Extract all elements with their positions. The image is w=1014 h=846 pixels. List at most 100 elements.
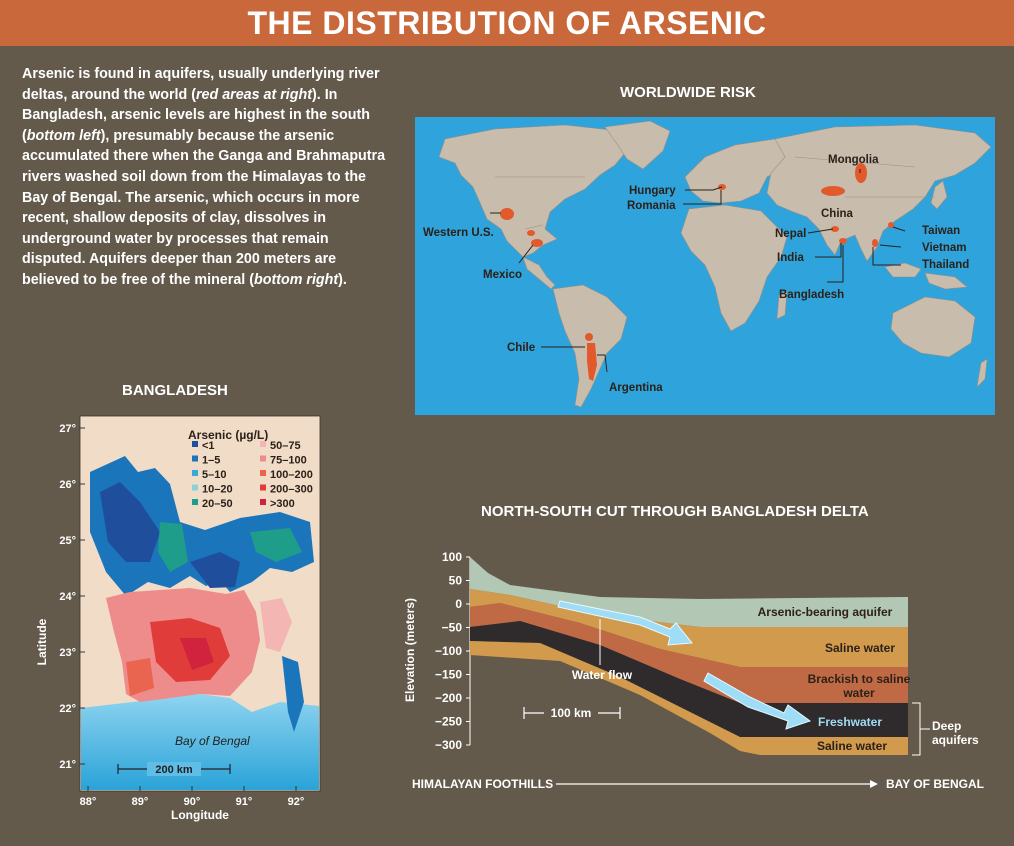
label-argentina: Argentina bbox=[609, 382, 663, 394]
deep-aquifers-label: Deep aquifers bbox=[932, 719, 979, 747]
label-western-us: Western U.S. bbox=[423, 227, 494, 239]
region-south-dark-red bbox=[180, 638, 214, 670]
legend-swatch bbox=[192, 470, 198, 476]
region-chittagong bbox=[260, 598, 292, 652]
label-mongolia: Mongolia bbox=[828, 154, 879, 166]
risk-mexico-2 bbox=[527, 230, 535, 236]
risk-western-us bbox=[500, 208, 514, 220]
legend-swatch bbox=[260, 499, 266, 505]
ns-arrow-icon bbox=[870, 780, 878, 788]
lat-tick-label: 27° bbox=[59, 423, 76, 435]
region-green bbox=[158, 522, 188, 572]
legend-title: Arsenic (µg/L) bbox=[188, 428, 268, 442]
legend-label: <1 bbox=[202, 440, 215, 452]
label-mexico: Mexico bbox=[483, 269, 522, 281]
risk-mexico bbox=[531, 239, 543, 247]
legend-swatch bbox=[192, 455, 198, 462]
x-axis-label: Longitude bbox=[171, 808, 229, 822]
legend-label: 100–200 bbox=[270, 469, 313, 481]
lat-tick-label: 21° bbox=[59, 759, 76, 771]
cut-title: NORTH-SOUTH CUT THROUGH BANGLADESH DELTA bbox=[481, 503, 869, 520]
y-tick-label: 100 bbox=[442, 550, 462, 564]
label-romania: Romania bbox=[627, 200, 676, 212]
legend: <1 50–75 1–5 75–100 5–10 100–200 10–20 200–300 2… bbox=[192, 440, 313, 510]
risk-taiwan bbox=[888, 222, 894, 228]
page-title: THE DISTRIBUTION OF ARSENIC bbox=[247, 4, 767, 41]
legend-swatch bbox=[260, 484, 266, 491]
legend-label: 10–20 bbox=[202, 484, 233, 496]
intro-em-3: bottom right bbox=[253, 271, 339, 288]
bangladesh-map: Arsenic (µg/L) <1 50–75 1–5 75–100 5–10 100–2… bbox=[35, 415, 321, 822]
intro-text-2: ). In Bangladesh, arsenic levels are hig… bbox=[22, 86, 370, 144]
label-nepal: Nepal bbox=[775, 228, 806, 240]
label-deep-saline: Saline water bbox=[817, 739, 887, 753]
cut-scale-label: 100 km bbox=[551, 706, 592, 720]
intro-text-1: Arsenic is found in aquifers, usually un… bbox=[22, 66, 380, 103]
label-india: India bbox=[777, 252, 804, 264]
risk-mongolia-2 bbox=[855, 163, 867, 183]
y-tick-label: −100 bbox=[435, 644, 462, 658]
world-map: Mongolia Hungary Romania China Western U… bbox=[415, 117, 995, 415]
y-tick-label: 0 bbox=[455, 597, 462, 611]
water-flow-label: Water flow bbox=[572, 668, 633, 682]
bangladesh-title: BANGLADESH bbox=[122, 382, 228, 399]
flow-arrow-lower bbox=[703, 672, 812, 730]
label-chile: Chile bbox=[507, 342, 535, 354]
borders bbox=[495, 156, 935, 230]
layer-deep-saline bbox=[470, 641, 908, 755]
intro-text-3: ), presumably because the arsenic accumu… bbox=[22, 127, 386, 288]
label-china: China bbox=[821, 208, 854, 220]
legend-swatch bbox=[192, 499, 198, 505]
flow-arrow-upper bbox=[557, 600, 693, 646]
risk-chile bbox=[585, 333, 593, 341]
y-tick-label: 50 bbox=[449, 574, 463, 588]
y-tick-label: −250 bbox=[435, 715, 462, 729]
risk-areas bbox=[500, 163, 894, 381]
label-thailand: Thailand bbox=[922, 259, 969, 271]
label-brackish-wrap: Brackish to saline water bbox=[808, 672, 911, 700]
bay-label: Bay of Bengal bbox=[175, 734, 250, 748]
legend-swatch bbox=[192, 484, 198, 491]
lon-tick-label: 90° bbox=[184, 796, 201, 808]
legend-swatch bbox=[192, 441, 198, 447]
legend-label: 1–5 bbox=[202, 455, 220, 467]
risk-vietnam bbox=[872, 239, 878, 247]
risk-nepal bbox=[831, 226, 839, 232]
layer-brackish bbox=[470, 603, 908, 703]
label-bangladesh: Bangladesh bbox=[779, 289, 844, 301]
label-freshwater: Freshwater bbox=[818, 715, 882, 729]
y-tick-label: −150 bbox=[435, 668, 462, 682]
intro-paragraph: Arsenic is found in aquifers, usually un… bbox=[22, 64, 387, 291]
lat-tick-label: 26° bbox=[59, 479, 76, 491]
longitude-ticks: 88° 89° 90° 91° 92° bbox=[80, 786, 304, 808]
bd-scale-label: 200 km bbox=[155, 764, 193, 776]
y-axis-label: Latitude bbox=[35, 618, 49, 665]
legend-label: 5–10 bbox=[202, 469, 226, 481]
legend-label: 50–75 bbox=[270, 440, 301, 452]
cut-ylabel: Elevation (meters) bbox=[403, 598, 417, 702]
lat-tick-label: 24° bbox=[59, 591, 76, 603]
y-ticks: 100 50 0 −50 −100 −150 −200 −250 −300 bbox=[435, 550, 470, 752]
world-labels: Mongolia Hungary Romania China Western U… bbox=[423, 154, 969, 394]
lat-tick-label: 22° bbox=[59, 703, 76, 715]
legend-label: 20–50 bbox=[202, 498, 233, 510]
intro-text-4: ). bbox=[338, 271, 347, 288]
world-title: WORLDWIDE RISK bbox=[620, 84, 756, 101]
leader-lines bbox=[490, 169, 906, 373]
lat-tick-label: 23° bbox=[59, 647, 76, 659]
bay-of-bengal bbox=[81, 694, 319, 790]
label-arsenic-aquifer: Arsenic-bearing aquifer bbox=[758, 605, 893, 619]
region-central-dark bbox=[190, 552, 240, 588]
lon-tick-label: 89° bbox=[132, 796, 149, 808]
intro-em-2: bottom left bbox=[26, 127, 101, 144]
deep-bracket bbox=[912, 702, 930, 756]
layer-saline-water bbox=[470, 589, 908, 667]
cross-section-diagram: 100 50 0 −50 −100 −150 −200 −250 −300 Elevation … bbox=[403, 550, 984, 791]
bay-bengal-label: BAY OF BENGAL bbox=[886, 777, 984, 791]
cut-scale-bar bbox=[523, 707, 621, 719]
region-southwest bbox=[126, 658, 154, 696]
deep-label-wrap: Deep aquifers bbox=[932, 719, 979, 747]
lon-tick-label: 88° bbox=[80, 796, 97, 808]
region-green-ne bbox=[250, 528, 302, 562]
y-tick-label: −300 bbox=[435, 738, 462, 752]
